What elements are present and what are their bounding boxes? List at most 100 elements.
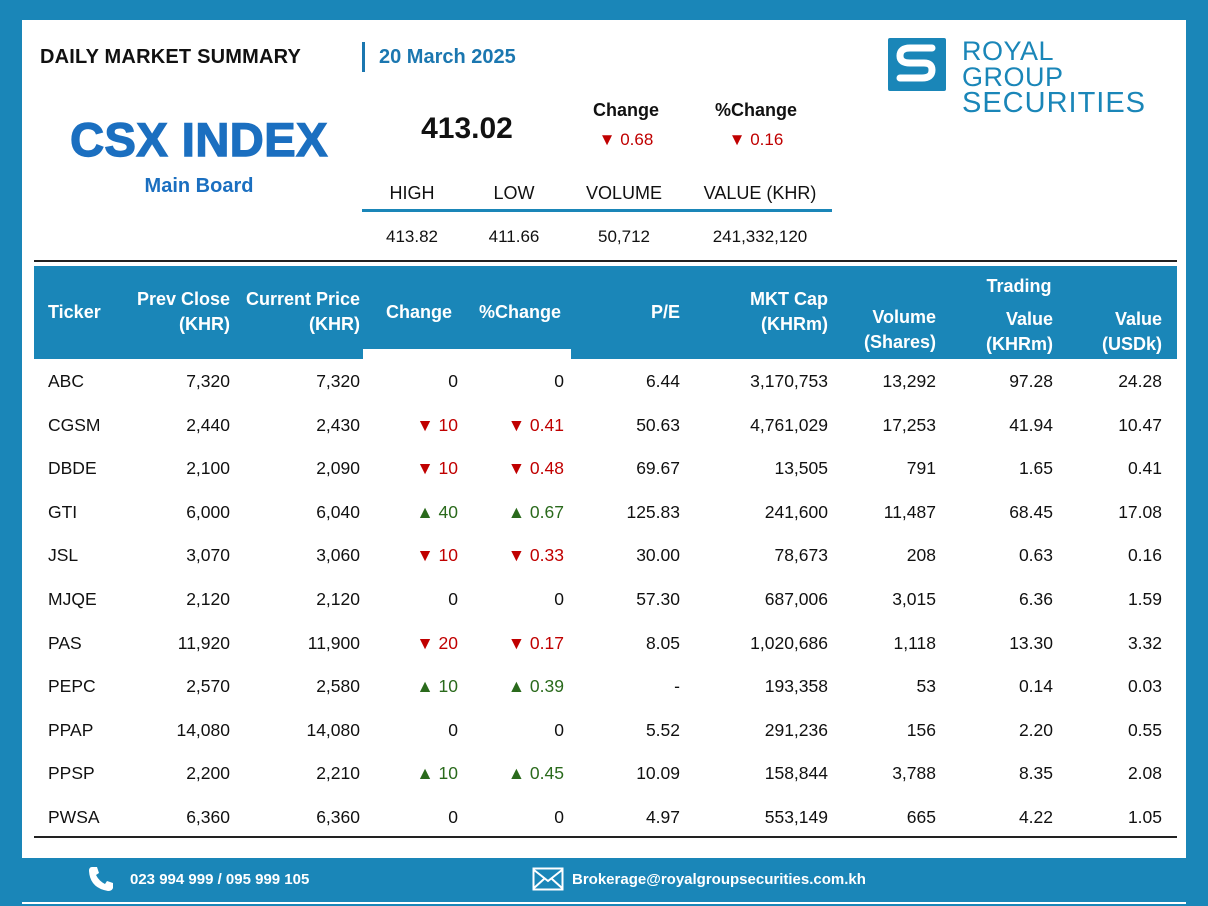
header-gap [363, 349, 571, 359]
cell-change: ▼ 10 [416, 414, 458, 435]
cell-volume: 53 [916, 676, 936, 697]
table-row: PAS 11,920 11,900 ▼ 20 ▼ 0.17 8.05 1,020,686 1,… [34, 622, 1177, 666]
header-value-khrm-line2: (KHRm) [986, 334, 1053, 354]
header-prev-close-line2: (KHR) [179, 314, 230, 334]
cell-mkt-cap: 553,149 [764, 806, 828, 827]
cell-pe: 125.83 [626, 501, 680, 522]
cell-change: 0 [448, 588, 458, 609]
cell-pct-change: ▼ 0.48 [507, 458, 564, 479]
brand-name: ROYAL GROUP SECURITIES [962, 38, 1158, 118]
cell-prev-close: 6,360 [186, 806, 230, 827]
table-row: PWSA 6,360 6,360 0 0 4.97 553,149 665 4.22 1.05 [34, 796, 1177, 840]
cell-volume: 3,015 [892, 588, 936, 609]
cell-current-price: 2,430 [316, 414, 360, 435]
cell-pe: 57.30 [636, 588, 680, 609]
cell-mkt-cap: 687,006 [764, 588, 828, 609]
cell-prev-close: 2,100 [186, 458, 230, 479]
cell-value-khrm: 1.65 [1018, 458, 1053, 479]
cell-ticker: PEPC [48, 676, 96, 697]
cell-value-usdk: 3.32 [1127, 632, 1162, 653]
header-value-usdk-line2: (USDk) [1101, 334, 1162, 354]
summary-divider [362, 209, 832, 212]
header-value-khrm: Value (KHRm) [958, 307, 1053, 357]
cell-mkt-cap: 13,505 [774, 458, 828, 479]
cell-ticker: CGSM [48, 414, 101, 435]
table-row: PEPC 2,570 2,580 ▲ 10 ▲ 0.39 - 193,358 53 0.14 0.… [34, 665, 1177, 709]
change-value: ▼ 0.68 [598, 130, 654, 149]
header-pe: P/E [650, 302, 680, 322]
cell-current-price: 2,120 [316, 588, 360, 609]
cell-change: ▼ 10 [416, 545, 458, 566]
header-volume: Volume (Shares) [838, 305, 936, 355]
table-row: PPSP 2,200 2,210 ▲ 10 ▲ 0.45 10.09 158,844 3,78… [34, 752, 1177, 796]
cell-volume: 17,253 [882, 414, 936, 435]
summary-value: 241,332,120 [712, 227, 808, 246]
cell-volume: 156 [906, 719, 936, 740]
change-label: Change [592, 100, 659, 120]
cell-change: 0 [448, 806, 458, 827]
cell-prev-close: 11,920 [177, 632, 230, 653]
footer-phone[interactable]: 023 994 999 / 095 999 105 [130, 871, 310, 888]
cell-ticker: JSL [48, 545, 79, 566]
cell-pe: 8.05 [645, 632, 680, 653]
cell-value-khrm: 4.22 [1018, 806, 1053, 827]
cell-ticker: DBDE [48, 458, 97, 479]
cell-pct-change: ▼ 0.33 [507, 545, 564, 566]
cell-volume: 791 [906, 458, 936, 479]
cell-change: ▲ 10 [416, 676, 458, 697]
table-header: Ticker Prev Close (KHR) Current Price (K… [34, 266, 1177, 359]
cell-change: 0 [448, 371, 458, 391]
cell-volume: 13,292 [882, 371, 936, 391]
cell-current-price: 6,360 [316, 806, 360, 827]
header-current-price-line2: (KHR) [309, 314, 360, 334]
header-value-usdk-line1: Value [1114, 309, 1162, 329]
cell-mkt-cap: 4,761,029 [750, 414, 828, 435]
cell-value-usdk: 0.41 [1127, 458, 1162, 479]
table-row: DBDE 2,100 2,090 ▼ 10 ▼ 0.48 69.67 13,505 791 1.… [34, 447, 1177, 491]
header-value-usdk: Value (USDk) [1074, 307, 1162, 357]
cell-pct-change: ▲ 0.45 [507, 763, 564, 784]
header-mkt-cap-line2: (KHRm) [761, 314, 828, 334]
header-change: Change [385, 302, 452, 322]
cell-mkt-cap: 158,844 [764, 763, 828, 784]
header-current-price: Current Price (KHR) [234, 287, 360, 337]
cell-value-usdk: 1.05 [1127, 806, 1162, 827]
cell-prev-close: 6,000 [186, 501, 230, 522]
header-divider [362, 42, 365, 72]
cell-value-usdk: 10.47 [1118, 414, 1162, 435]
cell-prev-close: 7,320 [186, 371, 230, 391]
cell-current-price: 14,080 [306, 719, 360, 740]
index-value: 413.02 [421, 112, 513, 145]
cell-current-price: 7,320 [316, 371, 360, 391]
header-prev-close-line1: Prev Close [136, 289, 230, 309]
report-date: 20 March 2025 [379, 46, 516, 68]
pct-change-value: ▼ 0.16 [728, 130, 784, 149]
cell-value-usdk: 2.08 [1127, 763, 1162, 784]
cell-value-usdk: 0.03 [1127, 676, 1162, 697]
index-name: CSX INDEX [69, 112, 328, 166]
cell-prev-close: 14,080 [176, 719, 230, 740]
cell-current-price: 2,210 [316, 763, 360, 784]
cell-change: ▼ 10 [416, 458, 458, 479]
cell-value-khrm: 41.94 [1009, 414, 1053, 435]
cell-change: 0 [448, 719, 458, 740]
summary-low: 411.66 [488, 227, 540, 246]
cell-volume: 665 [906, 806, 936, 827]
cell-volume: 208 [906, 545, 936, 566]
header-trading: Trading [986, 276, 1052, 296]
pct-change-label: %Change [714, 100, 797, 120]
header-ticker: Ticker [48, 302, 101, 322]
mail-icon [532, 867, 564, 896]
table-row: ABC 7,320 7,320 0 0 6.44 3,170,753 13,292 97.28 2… [34, 360, 1177, 404]
table-body: ABC 7,320 7,320 0 0 6.44 3,170,753 13,292 97.28 2… [34, 360, 1177, 840]
cell-change: ▼ 20 [416, 632, 458, 653]
market-summary-card: DAILY MARKET SUMMARY 20 March 2025 ROYAL… [22, 20, 1186, 904]
header-prev-close: Prev Close (KHR) [122, 287, 230, 337]
cell-current-price: 11,900 [307, 632, 360, 653]
cell-mkt-cap: 1,020,686 [750, 632, 828, 653]
cell-value-usdk: 0.55 [1127, 719, 1162, 740]
cell-value-khrm: 6.36 [1018, 588, 1053, 609]
summary-label-value: VALUE (KHR) [703, 183, 817, 203]
footer-bar: 023 994 999 / 095 999 105 Brokerage@roya… [22, 858, 1186, 902]
footer-email[interactable]: Brokerage@royalgroupsecurities.com.kh [572, 871, 866, 888]
